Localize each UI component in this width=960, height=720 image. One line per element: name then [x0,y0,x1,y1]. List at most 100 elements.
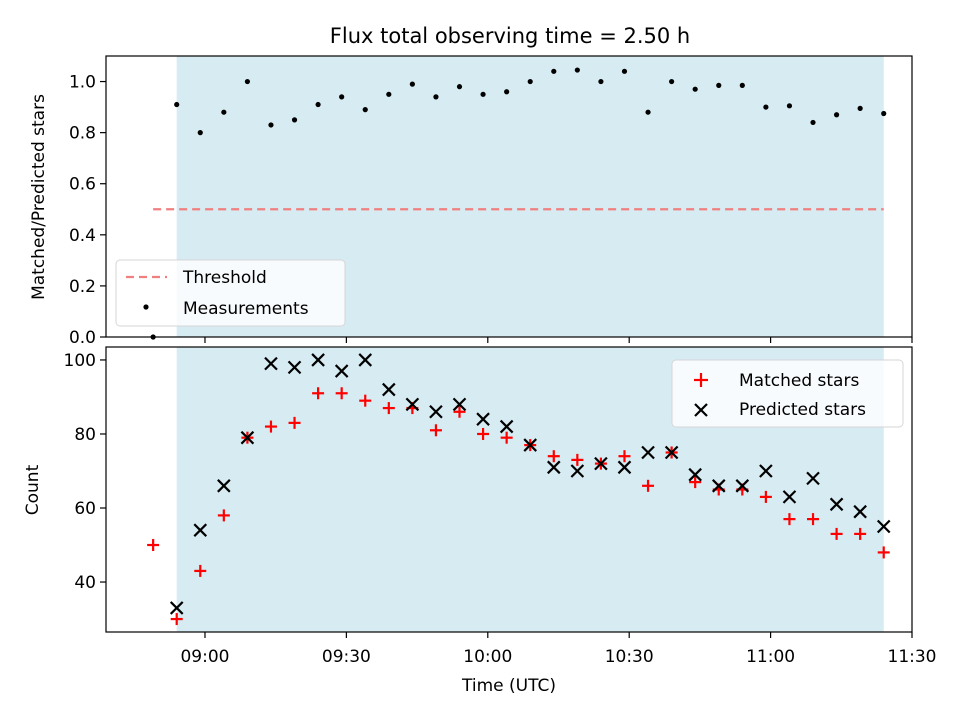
ratio-y-axis-label: Matched/Predicted stars [29,94,49,300]
matched-star-point [359,394,372,407]
predicted-star-point [311,353,325,367]
predicted-star-point [476,412,490,426]
ratio-legend-box [115,259,346,327]
predicted-star-point [641,445,655,460]
predicted-star-point [546,460,561,475]
predicted-star-point [759,464,773,478]
matched-star-point [618,450,631,463]
measurement-point [669,78,675,85]
count-ytick-label: 80 [74,425,96,445]
matched-star-point [477,427,490,440]
matched-star-point [689,476,702,489]
matched-star-point [759,490,772,503]
predicted-star-point [853,504,867,519]
measurement-point [291,117,298,123]
measurement-point [551,68,557,74]
measurement-point [197,130,203,136]
matched-star-point [642,479,655,492]
measurement-point [786,103,793,109]
measurement-point [409,81,415,87]
matched-star-point [194,564,207,577]
measurement-point [857,105,863,111]
ratio-ytick-label: 0.6 [69,175,96,195]
count-ytick-label: 40 [74,573,96,593]
measurement-point [456,84,463,90]
predicted-star-point [829,497,844,512]
predicted-star-point [876,519,891,534]
matched-star-point [288,416,301,429]
measurement-point [268,122,274,128]
measurement-point [621,68,628,74]
predicted-star-point [523,438,537,452]
measurement-point [244,78,251,85]
matched-star-point [547,450,560,463]
measurement-point [339,94,345,100]
x-tick-label: 10:30 [605,647,654,667]
measurement-point [221,109,227,115]
legend-predicted-swatch [694,403,708,417]
measurement-point [480,91,486,97]
x-tick-label: 11:00 [746,647,795,667]
measurement-point [574,67,580,73]
predicted-star-point [782,490,797,504]
count-ytick-label: 100 [64,351,96,371]
predicted-star-point [405,397,420,412]
ratio-plot-frame [105,55,913,338]
predicted-star-point [193,523,208,537]
matched-star-point [147,539,160,552]
measurement-point [362,107,368,113]
ratio-ytick-label: 0.8 [69,124,96,144]
x-tick-label: 09:30 [322,647,371,667]
legend-matched-label: Matched stars [739,371,859,391]
measurement-point [598,78,604,85]
predicted-star-point [570,464,585,478]
legend-threshold-label: Threshold [182,268,267,288]
matched-star-point [429,424,442,437]
predicted-star-point [711,479,726,493]
ratio-ytick-label: 1.0 [69,73,96,93]
matched-star-point [335,387,348,400]
x-axis-label: Time (UTC) [461,676,556,696]
measurement-point [716,82,722,88]
measurement-point [645,109,651,115]
ratio-panel: 0.0 0.2 0.4 0.6 0.8 1.0 Matched/Predicted sta… [29,55,913,348]
measurement-point [315,101,321,108]
measurement-point [504,89,510,95]
measurement-point [763,104,769,110]
measurement-point [386,91,392,97]
x-tick-label: 10:00 [463,647,512,667]
matched-star-point [807,513,820,526]
matched-star-point [830,527,843,540]
x-tick-label: 09:00 [180,647,229,667]
count-legend: Matched stars Predicted stars [671,359,904,428]
legend-predicted-label: Predicted stars [739,400,866,420]
predicted-star-point [735,479,750,493]
matched-star-point [453,405,466,418]
ratio-ytick-label: 0.4 [69,226,96,246]
count-plot-frame [105,346,913,633]
predicted-star-point [240,430,255,445]
legend-measurements-label: Measurements [183,299,309,319]
matched-star-point [264,420,277,433]
predicted-star-point [688,467,702,482]
predicted-star-point [452,397,467,412]
legend-measurements-swatch [143,304,149,310]
count-legend-box [671,359,904,428]
measurement-point [810,119,816,126]
matched-star-point [854,527,867,540]
predicted-star-point [664,445,679,460]
measurement-point [739,82,745,88]
predicted-star-point [499,419,514,434]
chart-title: Flux total observing time = 2.50 h [330,24,690,48]
matched-star-point [500,431,513,444]
matched-star-point [217,509,230,522]
predicted-star-point [217,479,231,493]
predicted-star-point [429,404,443,419]
measurement-point [433,94,439,100]
x-tick-label: 11:30 [888,647,937,667]
predicted-star-point [806,471,820,486]
measurement-point [174,101,180,108]
matched-star-point [571,453,584,466]
matched-star-point [170,613,183,626]
